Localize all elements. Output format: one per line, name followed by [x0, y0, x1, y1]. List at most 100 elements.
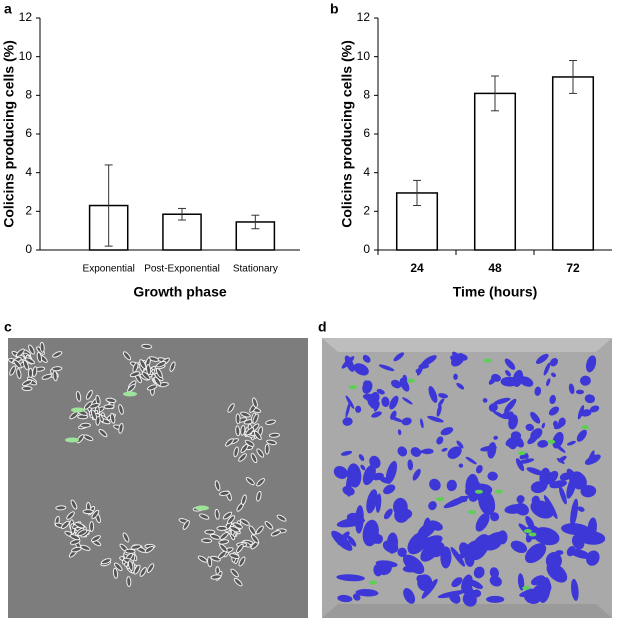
blob: [421, 448, 434, 455]
blob: [403, 587, 416, 604]
cell: [248, 525, 257, 536]
blob: [530, 428, 543, 440]
blob: [570, 475, 581, 489]
blob: [383, 484, 396, 495]
blob: [345, 401, 351, 418]
blob: [344, 355, 355, 372]
blob: [355, 405, 362, 413]
blob: [428, 385, 438, 403]
cell: [28, 344, 35, 355]
blob: [452, 351, 461, 361]
x-axis-label: Growth phase: [133, 284, 227, 300]
blob: [385, 460, 398, 484]
cell: [250, 452, 258, 464]
blob: [393, 352, 405, 362]
blob: [472, 589, 482, 598]
blob: [346, 512, 363, 524]
cell: [112, 567, 119, 579]
y-tick-label: 12: [357, 10, 371, 24]
blob: [360, 464, 366, 471]
blob: [586, 550, 600, 566]
y-axis-label: Colicins producing cells (%): [339, 40, 355, 227]
blob: [402, 554, 425, 575]
blob: [382, 540, 399, 553]
blob-green: [494, 489, 503, 494]
cell: [82, 509, 94, 515]
cell: [22, 359, 29, 371]
blob: [369, 455, 381, 469]
cell: [85, 389, 93, 400]
blob: [545, 552, 562, 570]
blob: [340, 450, 353, 456]
blob: [512, 369, 524, 388]
y-tick-label: 0: [363, 242, 370, 256]
blob-green: [369, 580, 378, 585]
y-tick-label: 10: [19, 49, 33, 63]
cell: [69, 539, 81, 545]
cell: [209, 533, 221, 540]
blob: [402, 397, 413, 405]
blob: [487, 442, 497, 459]
cell: [127, 383, 136, 393]
blob: [410, 447, 421, 457]
cell: [77, 529, 88, 537]
blob: [475, 464, 483, 474]
cell: [55, 505, 67, 511]
blob-green: [528, 532, 537, 537]
blob: [333, 465, 348, 480]
blob: [390, 416, 404, 423]
blob: [549, 394, 556, 405]
cell: [103, 404, 115, 410]
cell: [89, 521, 95, 533]
x-tick-label: Stationary: [233, 264, 278, 275]
blob: [587, 517, 597, 540]
y-tick-label: 12: [19, 10, 33, 24]
cell: [198, 513, 210, 520]
cell: [105, 397, 117, 404]
box-edge: [322, 338, 612, 352]
blob: [458, 463, 464, 468]
blob: [473, 566, 485, 579]
blob-green: [547, 439, 556, 444]
fluorescent-cell: [65, 437, 79, 443]
cell: [230, 568, 239, 578]
cell: [253, 430, 262, 441]
blob: [492, 410, 507, 420]
blob: [440, 427, 454, 436]
cell: [80, 544, 91, 551]
blob: [366, 489, 378, 514]
blob: [475, 512, 490, 532]
cell: [139, 567, 147, 577]
blob: [397, 429, 402, 436]
cell: [89, 402, 100, 409]
blob-green: [474, 489, 483, 494]
cell: [122, 351, 132, 361]
blob: [549, 357, 558, 367]
blob-green: [523, 528, 532, 533]
cell: [241, 494, 247, 506]
cell: [264, 520, 274, 530]
blob: [587, 450, 595, 465]
panel-label: b: [330, 1, 339, 17]
cell: [229, 526, 240, 533]
cell: [227, 403, 235, 413]
y-tick-label: 4: [25, 165, 32, 179]
cell: [238, 556, 246, 567]
blob-green: [483, 358, 492, 363]
blob: [541, 422, 546, 429]
blob: [383, 508, 393, 520]
blob: [526, 467, 544, 476]
blob: [456, 440, 464, 449]
error-bar: [569, 60, 577, 94]
cell: [110, 412, 116, 424]
error-bar: [251, 214, 260, 230]
blob: [584, 394, 596, 404]
blob: [580, 375, 591, 386]
cell: [76, 434, 85, 444]
blob: [486, 595, 505, 603]
blob: [561, 523, 590, 536]
blob: [345, 395, 355, 409]
blob: [510, 431, 522, 440]
cell: [127, 560, 134, 571]
cell: [21, 379, 33, 387]
